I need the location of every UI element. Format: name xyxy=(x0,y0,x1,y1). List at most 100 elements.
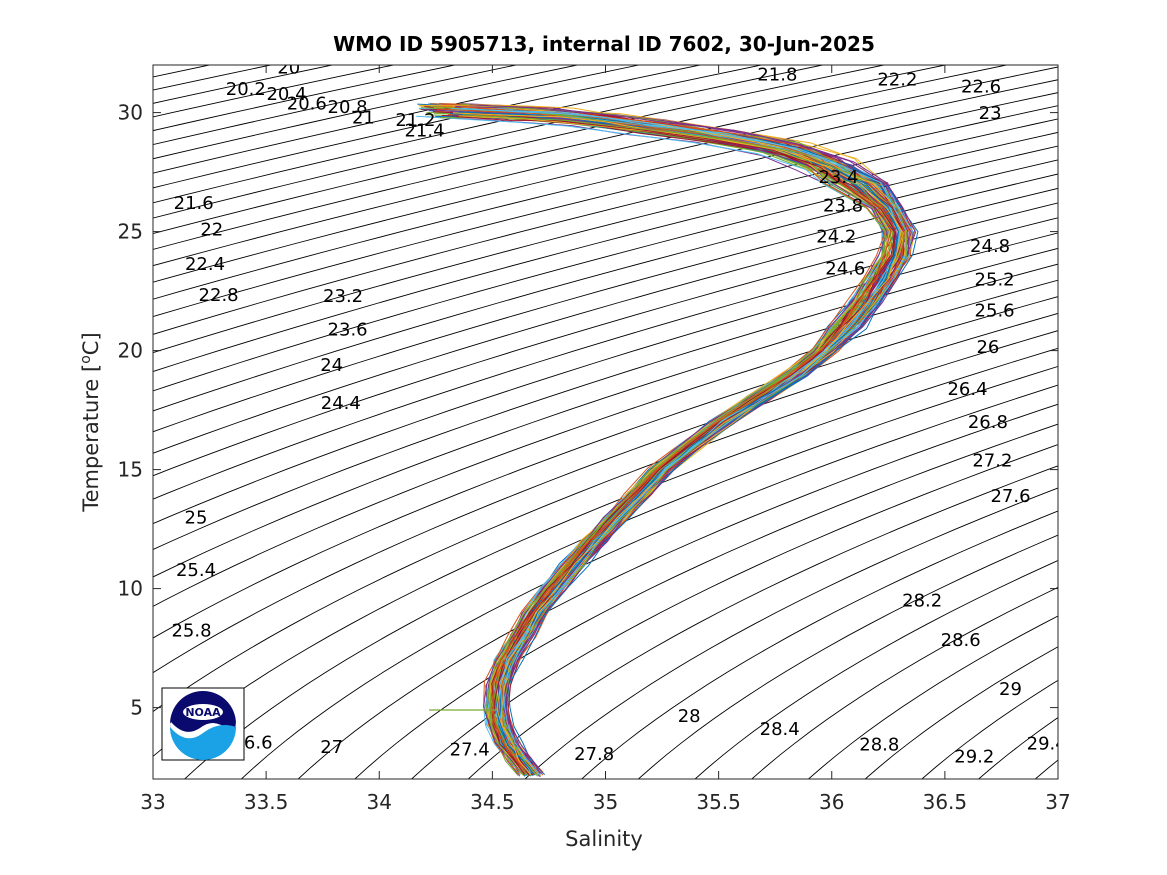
isopycnal-line xyxy=(467,465,1058,779)
isopycnal-label: 24.2 xyxy=(816,227,856,248)
isopycnal-line xyxy=(153,173,1058,433)
x-tick-label: 35.5 xyxy=(696,790,741,814)
x-tick-label: 35 xyxy=(593,790,618,814)
isopycnal-label: 21 xyxy=(352,108,375,129)
profile-line xyxy=(419,104,891,775)
isopycnal-line xyxy=(153,187,1058,454)
profile-line xyxy=(417,103,883,775)
isopycnal-line xyxy=(153,145,1058,392)
isopycnal-line xyxy=(807,615,1058,779)
isopycnal-line xyxy=(153,105,1058,335)
isopycnal-label: 20.2 xyxy=(226,79,266,100)
profile-lines xyxy=(416,102,919,778)
isopycnal-label: 24.6 xyxy=(825,259,865,280)
isopycnal-line xyxy=(153,65,764,204)
isopycnal-line xyxy=(694,560,1058,779)
isopycnal-label: 25.4 xyxy=(176,560,216,581)
isopycnal-label: 25.8 xyxy=(171,620,211,641)
isopycnal-label: 24 xyxy=(320,355,343,376)
axis-ticks: 33 33.5 34 34.5 35 35.5 36 36.5 37 5 10 15 20 25 30 xyxy=(118,65,1071,814)
isopycnal-label: 22 xyxy=(200,219,223,240)
profile-line xyxy=(437,108,892,774)
isopycnal-label: 28.2 xyxy=(902,591,942,612)
isopycnal-label: 27.6 xyxy=(990,486,1030,507)
isopycnal-line xyxy=(1099,17,1167,826)
isopycnal-label: 21.6 xyxy=(174,193,214,214)
isopycnal-line xyxy=(1156,17,1167,826)
isopycnal-label: 27 xyxy=(320,737,343,758)
isopycnal-label: 28 xyxy=(678,706,701,727)
isopycnal-label: 21.8 xyxy=(757,65,797,86)
isopycnal-label: 26.8 xyxy=(968,412,1008,433)
y-tick-label: 15 xyxy=(118,458,143,482)
isopycnal-line xyxy=(153,65,457,132)
isopycnal-line xyxy=(153,118,1058,354)
isopycnal-line xyxy=(153,65,948,250)
isopycnal-line xyxy=(153,65,1009,267)
y-tick-label: 10 xyxy=(118,577,143,601)
noaa-logo: NOAA xyxy=(161,687,245,761)
isopycnal-line xyxy=(153,65,887,235)
isopycnal-label: 27.4 xyxy=(450,739,490,760)
isopycnal-line xyxy=(0,17,320,826)
isopycnal-label: 23.4 xyxy=(818,167,858,188)
isopycnal-label: 23.2 xyxy=(323,286,363,307)
isopycnal-label: 29 xyxy=(999,679,1022,700)
isopycnal-line xyxy=(297,403,1058,779)
y-tick-label: 5 xyxy=(130,696,143,720)
isopycnal-line xyxy=(581,510,1058,779)
isopycnal-label: 20.4 xyxy=(266,84,306,105)
isopycnal-label: 22.8 xyxy=(199,285,239,306)
profile-line xyxy=(432,111,896,775)
isopycnal-label: 20 xyxy=(277,58,300,79)
isopycnal-label: 24.8 xyxy=(970,236,1010,257)
x-tick-label: 33 xyxy=(140,790,165,814)
chart-title: WMO ID 5905713, internal ID 7602, 30-Jun… xyxy=(333,32,875,56)
isopycnal-line xyxy=(153,65,519,146)
profile-line xyxy=(461,107,907,776)
isopycnal-label: 29.4 xyxy=(1027,734,1067,755)
isopycnal-label: 23 xyxy=(979,103,1002,124)
noaa-logo-wave xyxy=(170,725,236,760)
isopycnal-label: 27.2 xyxy=(972,450,1012,471)
isopycnal-line xyxy=(354,423,1058,779)
isopycnal-line xyxy=(524,487,1058,779)
isopycnal-label: 28.6 xyxy=(941,630,981,651)
isopycnal-line xyxy=(410,444,1058,779)
isopycnal-line xyxy=(153,232,1058,525)
y-tick-label: 25 xyxy=(118,220,143,244)
isopycnal-label: 23.6 xyxy=(328,319,368,340)
isopycnal-label: 22.6 xyxy=(961,77,1001,98)
isopycnal-line xyxy=(1034,759,1058,779)
isopycnal-line xyxy=(153,247,1058,551)
isopycnal-line xyxy=(184,365,1058,779)
isopycnal-label: 20.8 xyxy=(328,97,368,118)
y-axis-label: Temperature [oC] xyxy=(78,332,103,512)
noaa-logo-text: NOAA xyxy=(185,706,221,719)
isopycnal-label: 26 xyxy=(976,337,999,358)
isopycnal-line xyxy=(153,65,703,189)
isopycnal-label: 26.4 xyxy=(947,379,987,400)
isopycnal-label: 29.2 xyxy=(954,747,994,768)
isopycnal-line xyxy=(153,217,1058,500)
isopycnal-label: 20.6 xyxy=(287,93,327,114)
isopycnal-label: 25.6 xyxy=(975,300,1015,321)
plot-frame xyxy=(152,64,1059,780)
x-tick-label: 34.5 xyxy=(470,790,515,814)
isopycnal-label: 25.2 xyxy=(975,269,1015,290)
isopycnal-line xyxy=(977,717,1058,779)
isopycnal-line xyxy=(153,131,1058,372)
isopycnal-line xyxy=(153,66,1058,283)
isopycnal-label: 25 xyxy=(185,507,208,528)
isopycnal-label: 22.2 xyxy=(877,70,917,91)
isopycnal-labels: 20 20.2 20.420.6 20.821 21.221.4 21.6 22 22.4 22… xyxy=(171,58,1067,768)
isopycnal-label: 24.4 xyxy=(321,393,361,414)
x-tick-label: 34 xyxy=(367,790,392,814)
x-axis-label: Salinity xyxy=(565,827,643,851)
isopycnal-line xyxy=(153,65,580,160)
isopycnal-line xyxy=(864,646,1058,779)
x-tick-label: 37 xyxy=(1045,790,1070,814)
isopycnal-line xyxy=(153,296,1058,639)
x-tick-label: 33.5 xyxy=(244,790,289,814)
isopycnal-line xyxy=(921,679,1058,779)
